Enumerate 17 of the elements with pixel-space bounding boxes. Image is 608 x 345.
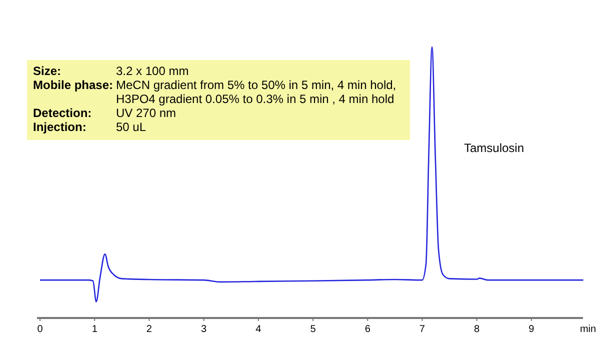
x-tick-label: 1	[92, 324, 98, 335]
x-tick-label: 8	[474, 324, 480, 335]
x-tick-label: 7	[419, 324, 426, 335]
x-tick-label: 3	[201, 324, 208, 335]
x-tick-label: 9	[528, 324, 535, 335]
x-tick-label: 0	[37, 324, 44, 335]
x-tick-label: 5	[310, 324, 316, 335]
text: Size: 3.2 x 100 mm	[33, 64, 189, 78]
annotation: H3PO4 gradient 0.05% to 0.3% in 5 min , 4 min hold	[116, 92, 394, 106]
x-axis-title: min	[580, 324, 596, 335]
x-tick-label: 2	[146, 324, 152, 335]
annotation: Mobile phase: MeCN gradient from 5% to 50% in 5 min, 4 min hold,	[33, 78, 396, 92]
text: Injection: 50 uL	[33, 120, 146, 134]
text: Detection: UV 270 nm	[33, 106, 176, 120]
x-tick-label: 6	[364, 324, 371, 335]
annotation: Tamsulosin	[464, 141, 524, 155]
x-tick-label: 4	[256, 324, 262, 335]
